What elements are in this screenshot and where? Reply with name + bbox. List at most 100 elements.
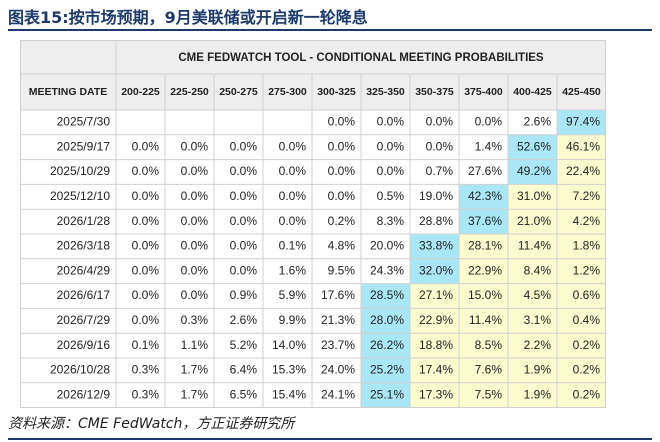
probability-cell: 0.0% [132,239,160,253]
shaded-cell [557,333,606,358]
probability-table-svg: CME FEDWATCH TOOL - CONDITIONAL MEETING … [20,40,606,408]
probability-cell: 0.0% [230,164,258,178]
shaded-cell [508,134,557,160]
probability-cell: 0.0% [377,139,405,153]
probability-cell: 0.7% [426,164,454,178]
shaded-cell [459,308,508,334]
probability-cell: 1.7% [181,363,209,377]
bottom-rule [8,438,652,440]
probability-cell: 1.8% [573,239,601,253]
shaded-cell [508,258,557,284]
probability-cell: 25.2% [370,363,404,377]
shaded-cell [508,283,557,309]
probability-cell: 0.0% [279,214,307,228]
shaded-cell [508,308,557,334]
table-title-band [20,40,606,74]
probability-cell: 22.4% [566,164,600,178]
probability-cell: 0.3% [132,363,160,377]
probability-cell: 2.6% [230,313,258,327]
probability-cell: 0.0% [377,115,405,129]
shaded-cell [557,110,606,135]
row-header-label: MEETING DATE [29,86,108,98]
shaded-cell [557,258,606,284]
probability-cell: 0.0% [475,115,503,129]
meeting-date: 2026/3/18 [57,239,111,253]
probability-cell: 0.2% [328,214,356,228]
shaded-cell [459,234,508,259]
shaded-cell [410,333,459,358]
probability-cell: 20.0% [370,239,404,253]
meeting-date: 2026/4/29 [57,263,111,277]
probability-cell: 0.0% [328,189,356,203]
probability-cell: 27.1% [419,288,453,302]
meeting-date: 2025/12/10 [50,189,110,203]
probability-cell: 0.0% [181,263,209,277]
shaded-cell [508,184,557,210]
shaded-cell [459,209,508,234]
probability-cell: 25.1% [370,387,404,401]
probability-cell: 19.0% [419,189,453,203]
shaded-cell [459,358,508,383]
shaded-cell [410,283,459,309]
probability-cell: 0.0% [328,139,356,153]
probability-cell: 24.1% [321,387,355,401]
probability-cell: 5.2% [230,338,258,352]
probability-cell: 0.0% [181,214,209,228]
probability-cell: 0.0% [181,239,209,253]
probability-cell: 1.2% [573,263,601,277]
probability-cell: 0.0% [181,288,209,302]
probability-cell: 0.1% [279,239,307,253]
shaded-cell [361,333,410,358]
probability-cell: 0.0% [132,313,160,327]
probability-cell: 0.2% [573,338,601,352]
probability-cell: 17.4% [419,363,453,377]
shaded-cell [557,234,606,259]
probability-cell: 0.0% [279,164,307,178]
probability-cell: 0.0% [181,189,209,203]
probability-cell: 15.3% [272,363,306,377]
shaded-cell [557,184,606,210]
shaded-cell [459,283,508,309]
meeting-date: 2026/12/9 [57,387,111,401]
probability-cell: 5.9% [279,288,307,302]
meeting-date: 2026/6/17 [57,288,111,302]
meeting-date: 2026/10/28 [50,363,110,377]
probability-cell: 97.4% [566,115,600,129]
shaded-cell [557,159,606,185]
shaded-cell [410,358,459,383]
shaded-cell [508,358,557,383]
column-header: 275-300 [268,86,307,98]
shaded-cell [508,159,557,185]
probability-cell: 17.6% [321,288,355,302]
probability-cell: 17.3% [419,387,453,401]
column-header: 250-275 [219,86,258,98]
probability-cell: 0.0% [328,164,356,178]
probability-table: CME FEDWATCH TOOL - CONDITIONAL MEETING … [20,40,606,408]
probability-cell: 1.1% [181,338,209,352]
shaded-cell [410,308,459,334]
probability-cell: 37.6% [468,214,502,228]
probability-cell: 6.4% [230,363,258,377]
probability-cell: 0.0% [426,115,454,129]
probability-cell: 24.3% [370,263,404,277]
column-header: 375-400 [464,86,503,98]
meeting-date: 2026/1/28 [57,214,111,228]
shaded-cell [508,382,557,408]
meeting-date: 2025/7/30 [57,115,111,129]
shaded-cell [459,382,508,408]
probability-cell: 0.3% [132,387,160,401]
shaded-cell [557,358,606,383]
column-header: 325-350 [366,86,405,98]
probability-cell: 0.9% [230,288,258,302]
shaded-cell [361,308,410,334]
probability-cell: 42.3% [468,189,502,203]
shaded-cell [508,234,557,259]
probability-cell: 23.7% [321,338,355,352]
probability-cell: 32.0% [419,263,453,277]
probability-cell: 8.4% [524,263,552,277]
shaded-cell [459,333,508,358]
shaded-cell [410,234,459,259]
probability-cell: 0.0% [328,115,356,129]
shaded-cell [508,209,557,234]
column-header: 300-325 [317,86,356,98]
